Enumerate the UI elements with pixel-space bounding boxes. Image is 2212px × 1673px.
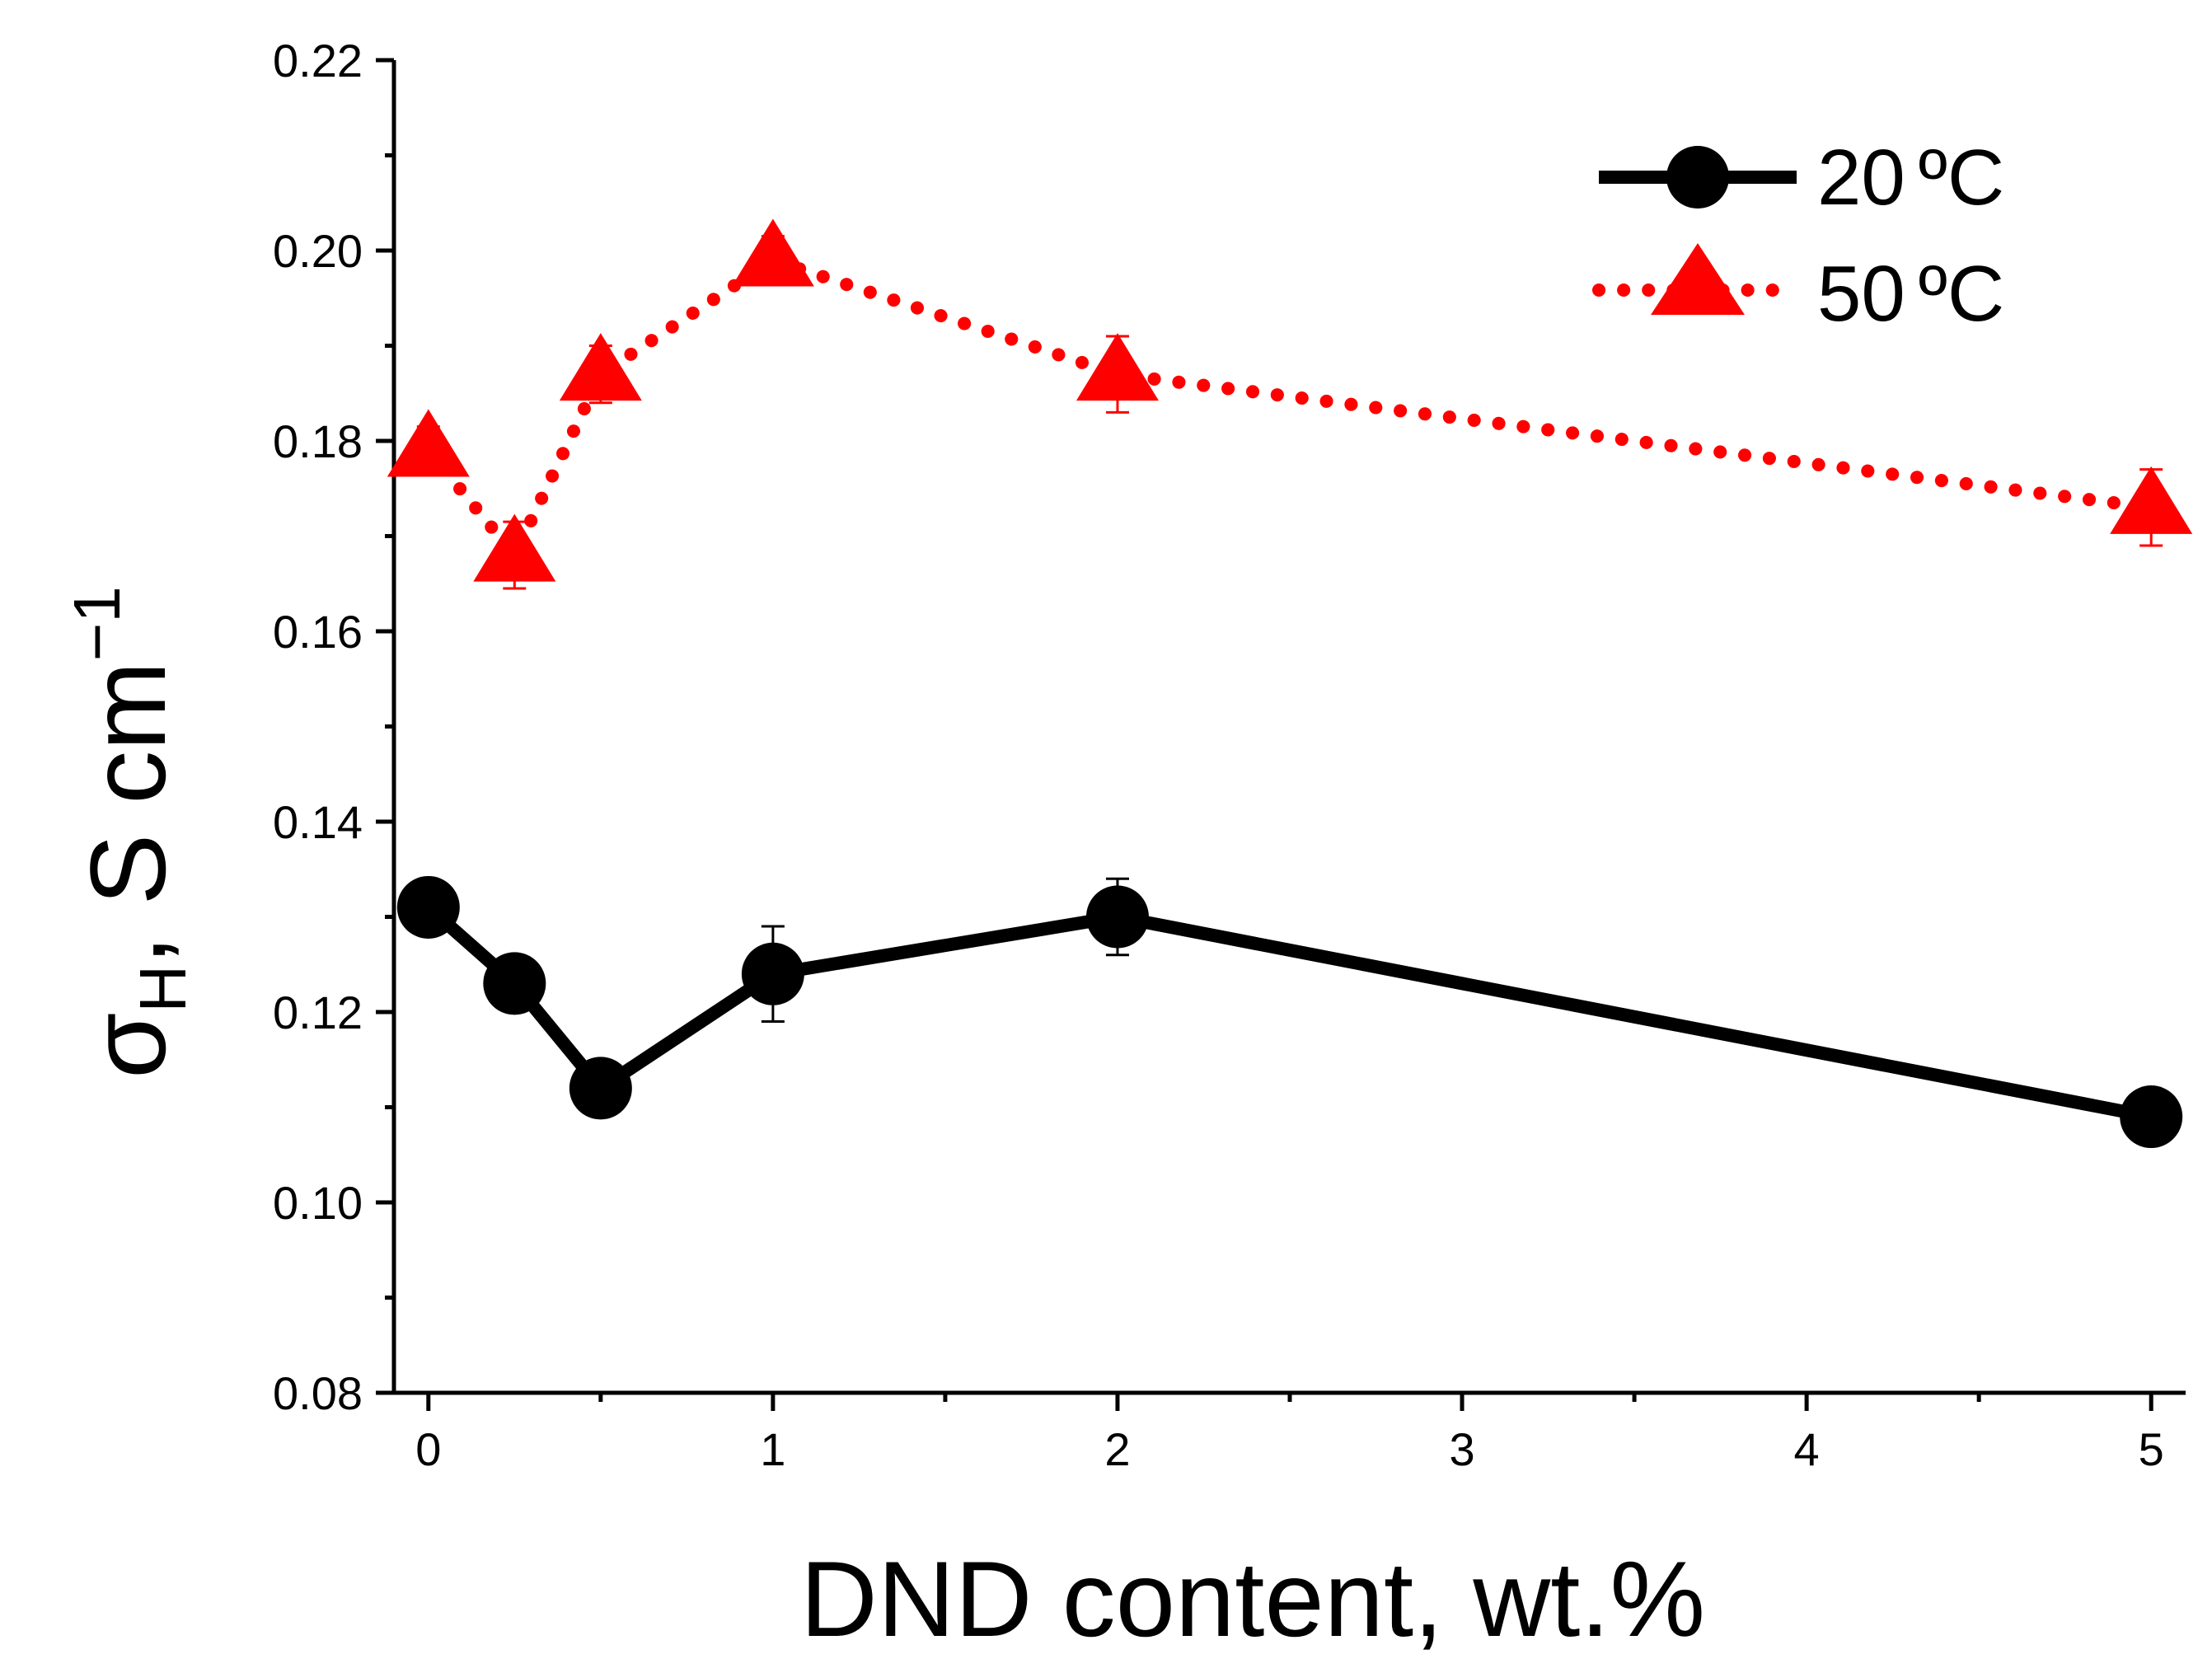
y-axis-subscript: H [126,965,199,1013]
data-point-20c [569,1057,632,1120]
data-point-50c [1076,333,1159,401]
data-point-20c [396,875,460,939]
legend-unit-20c: ºC [1919,134,2004,222]
legend-marker-50c [1651,243,1745,315]
axes: 0.08 0.10 0.12 0.14 0.16 0.18 0.20 0.22 0 1 2 3 4 5 [273,35,2186,1475]
y-tick-label: 0.22 [273,35,363,87]
x-tick-label: 4 [1794,1423,1820,1475]
legend-unit-50c: ºC [1919,250,2004,338]
y-tick-label: 0.18 [273,415,363,467]
y-tick-label: 0.12 [273,986,363,1038]
data-point-50c [473,513,556,582]
y-tick-label: 0.14 [273,796,363,848]
y-axis-title: σH, S cm−1 [60,586,199,1079]
data-point-20c [741,942,804,1005]
legend-value-20c: 20 [1817,134,1905,222]
y-axis-superscript: −1 [60,586,134,661]
y-tick-label: 0.16 [273,606,363,658]
legend: 20 ºC 50 ºC [1592,134,2004,338]
legend-value-50c: 50 [1817,250,1905,338]
data-point-20c [483,952,546,1015]
data-point-50c [559,333,642,401]
x-tick-label: 5 [2139,1423,2164,1475]
x-tick-label: 2 [1104,1423,1130,1475]
y-tick-label: 0.20 [273,225,363,277]
x-tick-label: 0 [415,1423,441,1475]
series-line-20c [424,902,2153,1123]
data-point-50c [387,409,470,477]
x-axis-title: DND content, wt.% [800,1539,1705,1659]
y-tick-label: 0.10 [273,1177,363,1229]
series-50c [387,218,2193,590]
y-tick-label: 0.08 [273,1367,363,1419]
data-point-50c [731,218,814,287]
x-tick-label: 1 [760,1423,785,1475]
data-point-20c [2120,1085,2183,1149]
series-layer [387,218,2193,1149]
legend-label-50c: 50 ºC [1817,250,2004,338]
series-20c [396,875,2183,1149]
x-tick-label: 3 [1449,1423,1474,1475]
legend-label-20c: 20 ºC [1817,134,2004,222]
data-point-20c [1085,885,1149,949]
y-axis-symbol: σ [68,1013,188,1079]
y-axis-text: , S cm [68,661,188,964]
legend-marker-20c [1666,146,1729,209]
data-point-50c [2110,466,2193,534]
